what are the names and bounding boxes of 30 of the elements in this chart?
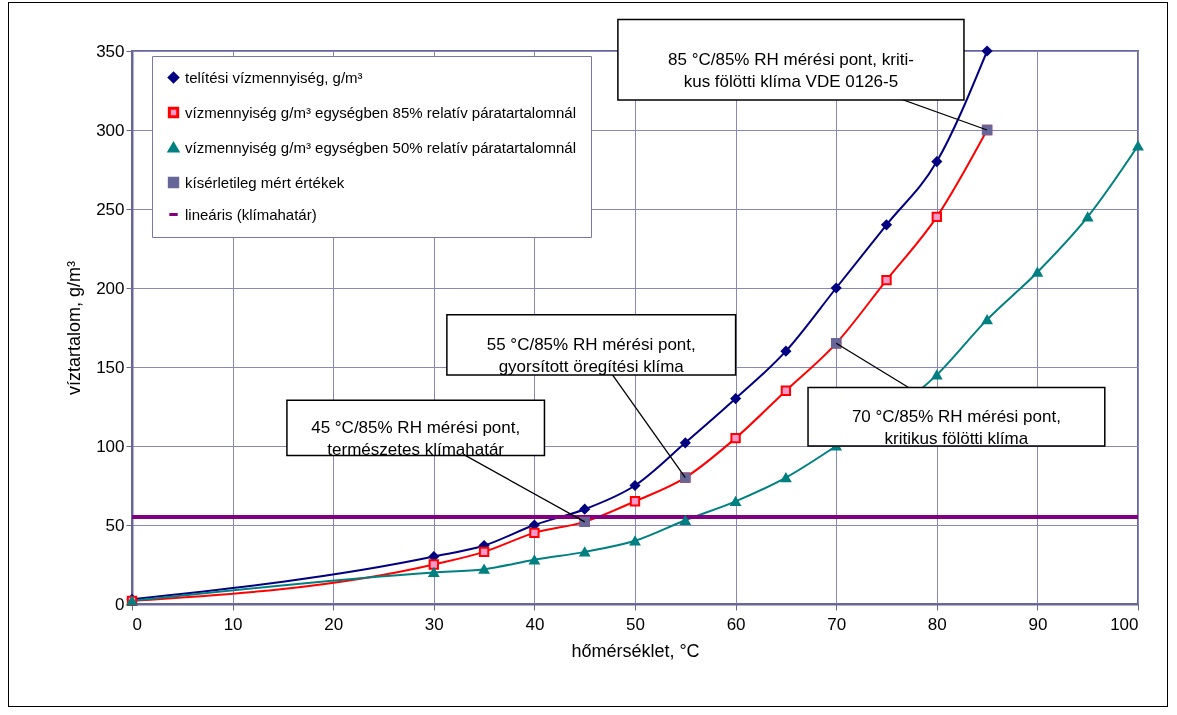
legend-label: kísérletileg mért értékek [185,173,345,191]
y-tick-label: 0 [115,594,125,614]
legend-label: vízmennyiség g/m³ egységben 50% relatív páratartalomnál [185,138,577,156]
x-tick-label: 0 [132,614,142,634]
y-axis-title: víztartalom, g/m³ [64,260,85,396]
y-tick-label: 100 [96,436,125,456]
x-tick-label: 100 [1110,614,1139,634]
x-axis-title: hőmérséklet, °C [571,640,700,661]
y-tick-label: 350 [96,41,125,61]
annotation: 85 °C/85% RH mérési pont, kriti- kus fölötti klíma VDE 0126-5 [668,49,914,91]
legend-label: vízmennyiség g/m³ egységben 85% relatív páratartalomnál [185,103,577,121]
x-tick-label: 70 [827,614,847,634]
annotation: 70 °C/85% RH mérési pont, kritikus fölötti klíma [851,406,1061,448]
y-tick-label: 50 [105,515,125,535]
x-tick-label: 40 [525,614,545,634]
legend-label: telítési vízmennyiség, g/m³ [185,68,363,86]
legend-label: lineáris (klímahatár) [185,205,317,223]
x-tick-label: 50 [626,614,645,634]
y-tick-label: 200 [96,278,125,298]
annotation: 45 °C/85% RH mérési pont, természetes klímahatár [311,417,521,459]
x-tick-label: 90 [1028,614,1048,634]
annotation: 55 °C/85% RH mérési pont, gyorsított öregítési klíma [486,334,696,376]
x-tick-label: 60 [726,614,746,634]
x-tick-label: 10 [223,614,243,634]
x-tick-label: 30 [424,614,444,634]
y-tick-label: 300 [96,120,125,140]
x-tick-label: 80 [927,614,947,634]
y-tick-label: 150 [96,357,125,377]
y-tick-label: 250 [96,199,125,219]
x-tick-label: 20 [324,614,344,634]
